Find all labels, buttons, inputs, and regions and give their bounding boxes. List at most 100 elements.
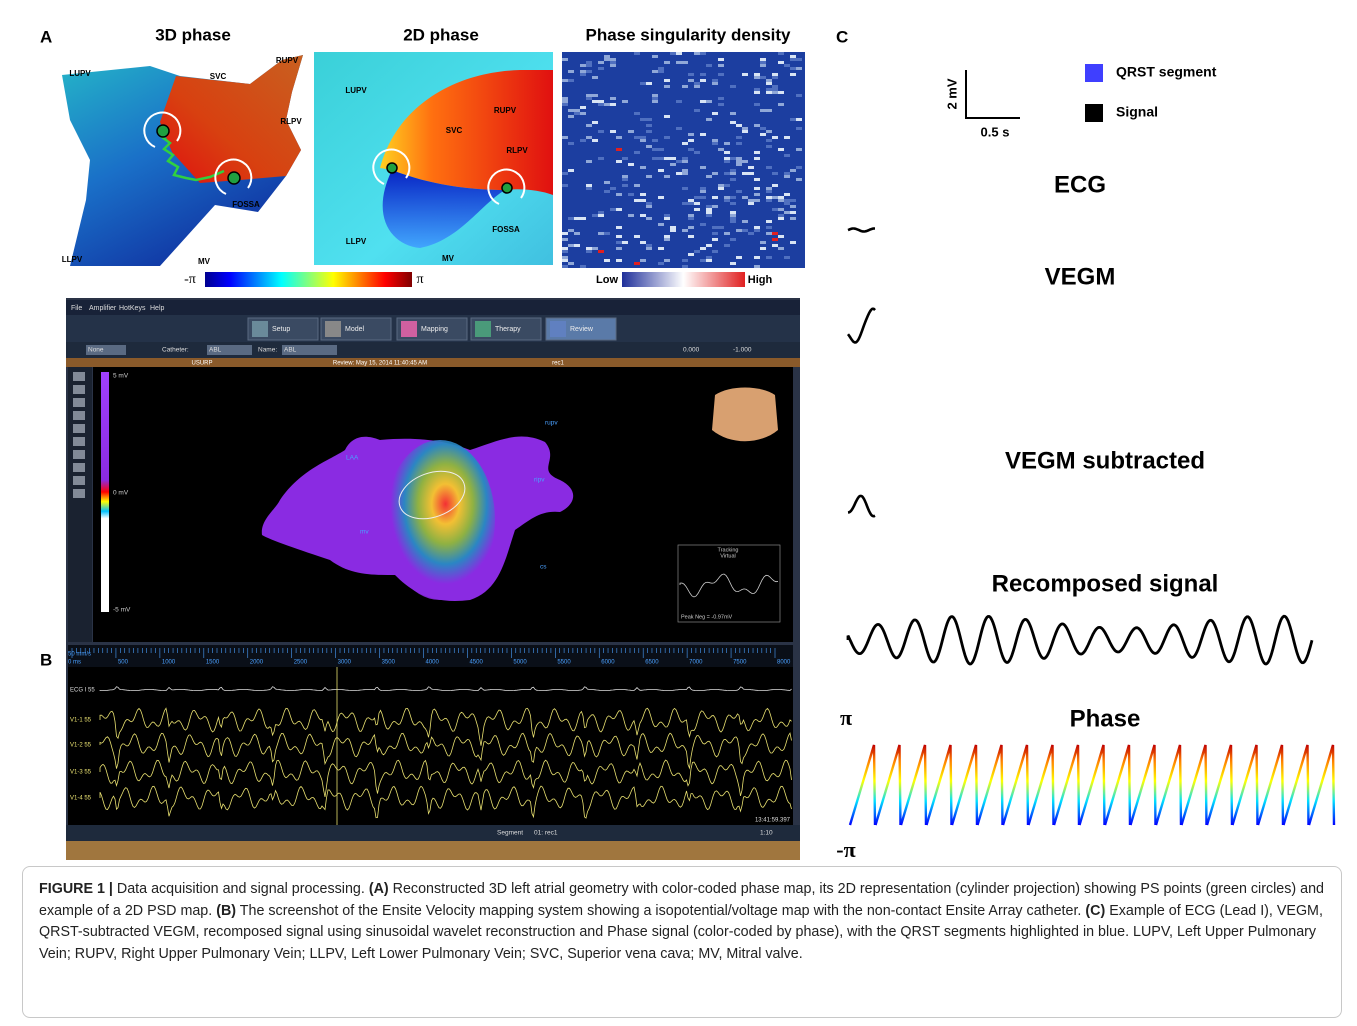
psd-cell xyxy=(700,259,706,262)
psd-cell xyxy=(592,100,598,103)
psd-cell xyxy=(586,61,592,64)
tool-icon[interactable] xyxy=(73,385,85,394)
speed-label: 50 mm/s xyxy=(68,652,91,658)
psd-cell xyxy=(646,145,652,148)
psd-cell xyxy=(562,79,568,82)
time-tick-label: 500 xyxy=(118,660,129,666)
psd-cell xyxy=(778,91,784,94)
psd-cell xyxy=(634,52,640,55)
psd-cell xyxy=(736,160,742,163)
psd-cell xyxy=(664,115,670,118)
psd-cell xyxy=(754,178,760,181)
psd-cell xyxy=(772,172,778,175)
psd-cell xyxy=(616,193,622,196)
psd-cell xyxy=(616,259,622,262)
psd-cell xyxy=(646,217,652,220)
voltage-bar xyxy=(101,372,109,612)
psd-cell xyxy=(562,259,568,262)
psd-cell xyxy=(736,229,742,232)
psd-cell xyxy=(610,61,616,64)
psd-cell xyxy=(568,217,574,220)
psd-cell xyxy=(754,88,760,91)
map-label: rupv xyxy=(545,420,558,427)
anatomy-label: LLPV xyxy=(62,255,83,264)
psd-cell xyxy=(754,73,760,76)
psd-cell xyxy=(658,223,664,226)
psd-cell xyxy=(778,148,784,151)
psd-cell xyxy=(622,175,628,178)
psd-cell xyxy=(604,181,610,184)
phase-axis-label: π xyxy=(840,705,852,730)
psd-cell xyxy=(604,103,610,106)
menu-bar xyxy=(66,300,800,315)
anatomy-label: LLPV xyxy=(346,237,367,246)
psd-cell xyxy=(586,247,592,250)
tool-icon[interactable] xyxy=(73,372,85,381)
map-title: 3D phase xyxy=(155,25,231,44)
psd-cell xyxy=(640,259,646,262)
psd-cell xyxy=(682,259,688,262)
tool-icon[interactable] xyxy=(73,398,85,407)
psd-cell xyxy=(700,100,706,103)
psd-cell xyxy=(700,73,706,76)
psd-cell xyxy=(658,157,664,160)
psd-cell xyxy=(766,187,772,190)
psd-cell xyxy=(760,58,766,61)
tool-icon[interactable] xyxy=(73,476,85,485)
psd-cell xyxy=(580,70,586,73)
colorbar-label: -π xyxy=(184,272,196,287)
tool-icon[interactable] xyxy=(73,450,85,459)
psd-cell xyxy=(640,82,646,85)
tool-icon[interactable] xyxy=(73,424,85,433)
tab-icon xyxy=(401,321,417,337)
psd-cell xyxy=(796,94,802,97)
toolbar-text: Catheter: xyxy=(162,347,189,354)
psd-cell xyxy=(712,250,718,253)
psd-cell xyxy=(640,214,646,217)
map-label: LAA xyxy=(346,455,359,462)
psd-cell xyxy=(706,211,712,214)
psd-cell xyxy=(748,202,754,205)
psd-cell xyxy=(754,265,760,268)
psd-cell xyxy=(724,244,730,247)
psd-cell xyxy=(676,52,682,55)
psd-cell xyxy=(682,61,688,64)
voltage-label: -5 mV xyxy=(113,607,131,614)
tool-icon[interactable] xyxy=(73,437,85,446)
psd-cell xyxy=(688,79,694,82)
psd-cell xyxy=(694,82,700,85)
bottom-frame xyxy=(66,841,800,860)
psd-cell xyxy=(778,214,784,217)
psd-cell xyxy=(766,166,772,169)
trace-title: VEGM xyxy=(1045,263,1116,290)
psd-cell xyxy=(760,109,766,112)
psd-cell xyxy=(730,217,736,220)
legend-swatch xyxy=(1085,104,1103,122)
psd-cell xyxy=(562,238,568,241)
time-tick-label: 2500 xyxy=(294,660,308,666)
tool-icon[interactable] xyxy=(73,411,85,420)
psd-cell xyxy=(670,226,676,229)
psd-cell xyxy=(724,157,730,160)
time-tick-label: 6000 xyxy=(601,660,615,666)
psd-cell xyxy=(682,172,688,175)
psd-cell xyxy=(646,118,652,121)
psd-cell xyxy=(574,232,580,235)
psd-cell xyxy=(616,160,622,163)
psd-cell xyxy=(598,211,604,214)
psd-cell xyxy=(784,202,790,205)
tool-icon[interactable] xyxy=(73,489,85,498)
psd-cell xyxy=(706,244,712,247)
psd-cell xyxy=(574,109,580,112)
psd-cell xyxy=(718,58,724,61)
tool-icon[interactable] xyxy=(73,463,85,472)
phase-ramp xyxy=(1284,745,1309,825)
psd-cell xyxy=(700,196,706,199)
time-tick-label: 2000 xyxy=(250,660,264,666)
psd-cell xyxy=(580,265,586,268)
psd-cell xyxy=(790,211,796,214)
psd-cell xyxy=(598,67,604,70)
psd-cell xyxy=(712,112,718,115)
psd-cell xyxy=(568,115,574,118)
time-tick-label: 7500 xyxy=(733,660,747,666)
